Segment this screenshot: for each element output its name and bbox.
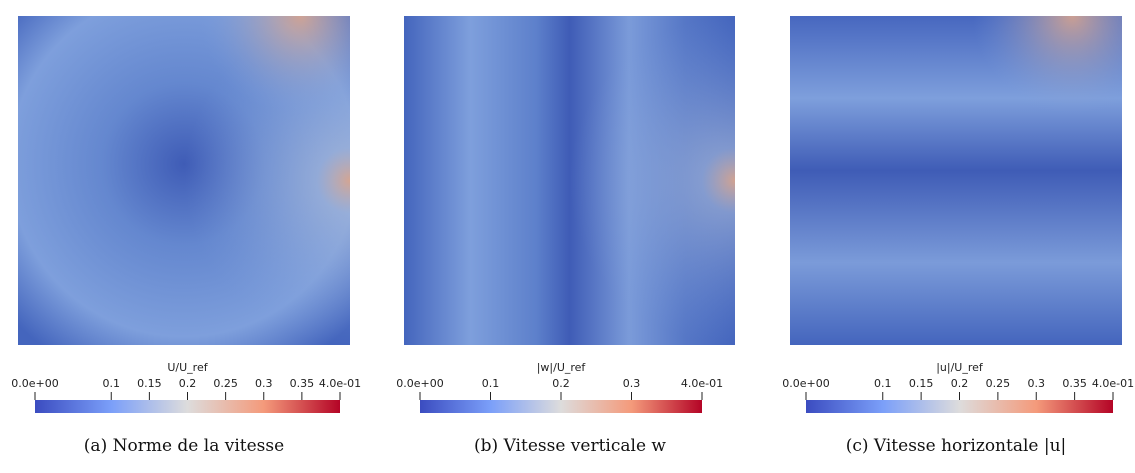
colorbar-tick-label: 4.0e-01 bbox=[1092, 377, 1134, 390]
colorbar-tick-label: 0.35 bbox=[290, 377, 315, 390]
colorbar-tick-label: 4.0e-01 bbox=[319, 377, 361, 390]
colorbar-tick-label: 0.15 bbox=[137, 377, 162, 390]
colorbar-title: U/U_ref bbox=[167, 361, 208, 374]
colorbar-tick-label: 0.1 bbox=[874, 377, 892, 390]
colorbar-tick-label: 0.3 bbox=[1028, 377, 1046, 390]
field-a bbox=[18, 16, 350, 345]
colorbar-tick-label: 0.0e+00 bbox=[396, 377, 443, 390]
colorbar-tick-label: 0.2 bbox=[951, 377, 969, 390]
colorbar bbox=[420, 400, 702, 413]
colorbar-tick-label: 0.0e+00 bbox=[782, 377, 829, 390]
caption: (b) Vitesse verticale w bbox=[474, 436, 666, 456]
colorbar-tick-label: 0.1 bbox=[103, 377, 121, 390]
colorbar-tick-label: 0.1 bbox=[482, 377, 500, 390]
colorbar-tick-label: 0.0e+00 bbox=[11, 377, 58, 390]
colorbar bbox=[35, 400, 340, 413]
colorbar-tick-label: 4.0e-01 bbox=[681, 377, 723, 390]
field-c bbox=[790, 16, 1122, 345]
caption: (a) Norme de la vitesse bbox=[84, 436, 284, 456]
colorbar-tick-label: 0.2 bbox=[179, 377, 197, 390]
colorbar-title: |w|/U_ref bbox=[537, 361, 587, 374]
colorbar bbox=[806, 400, 1113, 413]
colorbar-tick-label: 0.3 bbox=[255, 377, 273, 390]
colorbar-tick-label: 0.25 bbox=[986, 377, 1011, 390]
colorbar-tick-label: 0.2 bbox=[552, 377, 570, 390]
colorbar-tick-label: 0.35 bbox=[1062, 377, 1087, 390]
colorbar-tick-label: 0.25 bbox=[213, 377, 238, 390]
caption: (c) Vitesse horizontale |u| bbox=[846, 436, 1067, 456]
field-b bbox=[404, 16, 735, 345]
colorbar-tick-label: 0.3 bbox=[623, 377, 641, 390]
colorbar-tick-label: 0.15 bbox=[909, 377, 934, 390]
colorbar-title: |u|/U_ref bbox=[936, 361, 984, 374]
